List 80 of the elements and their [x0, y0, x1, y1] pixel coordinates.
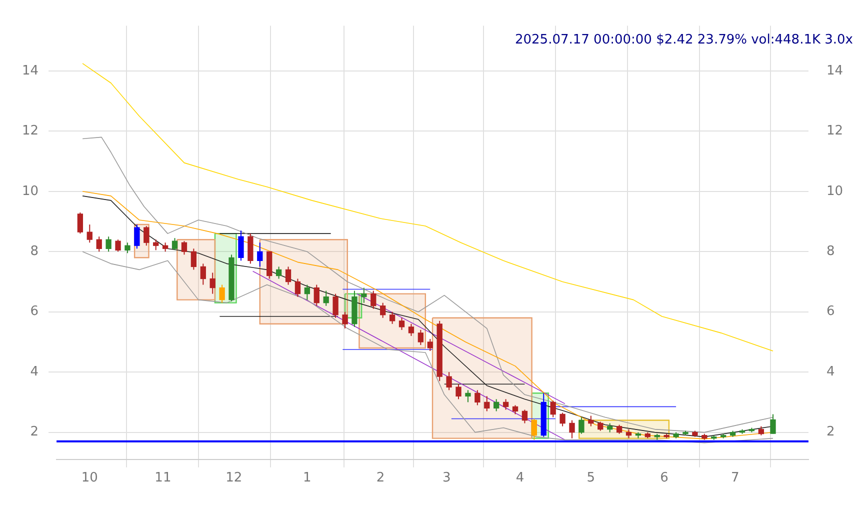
candlestick [758, 426, 764, 436]
candlestick [200, 263, 206, 286]
candlestick [153, 239, 159, 251]
candlestick [418, 329, 424, 346]
candlestick [285, 266, 292, 286]
candlestick [522, 409, 528, 424]
candlestick [626, 428, 632, 439]
candlestick [210, 272, 216, 294]
y-tick-label: 10 [22, 184, 39, 199]
candlestick [115, 239, 121, 252]
x-tick-label: 5 [586, 470, 596, 486]
candlestick [474, 390, 480, 406]
candlestick [77, 212, 84, 234]
candlestick [370, 290, 376, 310]
candlestick [588, 415, 594, 427]
candlestick [550, 400, 556, 418]
x-tick-label: 10 [81, 470, 98, 486]
y-tick-label: 4 [30, 364, 39, 380]
y2-tick-label: 12 [826, 124, 844, 139]
candlestick [134, 224, 140, 250]
y-tick-label: 6 [30, 304, 39, 320]
candlestick [219, 284, 225, 304]
candlestick [502, 398, 509, 410]
candlestick [465, 390, 471, 403]
x-tick-label: 6 [660, 470, 668, 486]
candlestick [276, 266, 282, 280]
candlestick [770, 414, 776, 434]
y2-tick-label: 4 [826, 364, 835, 380]
candlestick [408, 323, 414, 336]
candlestick [86, 224, 92, 244]
text: 2025.07.17 00:00:00 $2.42 23.79% vol:448.1K 3.0x [514, 32, 854, 48]
candlestick [294, 278, 301, 298]
x-tick-label: 11 [154, 470, 172, 486]
candlestick [578, 416, 584, 434]
candlestick [398, 317, 405, 330]
candlestick [323, 290, 329, 306]
y-tick-label: 2 [30, 424, 39, 440]
y2-tick-label: 10 [826, 184, 844, 199]
candlestick [257, 242, 263, 268]
candlestick [569, 420, 575, 439]
candlestick [560, 412, 566, 427]
candlestick [190, 248, 197, 270]
x-tick-label: 4 [516, 470, 524, 486]
candlestick [96, 236, 102, 252]
candlestick [124, 242, 130, 254]
candlestick [446, 372, 452, 391]
x-tick-label: 12 [226, 470, 242, 486]
y2-tick-label: 8 [826, 244, 835, 260]
candlestick [380, 302, 386, 318]
x-tick-label: 7 [731, 470, 740, 486]
candlestick [607, 422, 613, 433]
candlestick [456, 384, 462, 400]
candlestick [314, 284, 320, 306]
candlestick [144, 226, 150, 246]
candlestick [389, 311, 396, 324]
y-tick-label: 8 [30, 244, 39, 260]
y-tick-label: 12 [22, 124, 39, 139]
candlestick [361, 287, 367, 304]
x-tick-label: 3 [442, 470, 451, 486]
candlestick [342, 311, 348, 329]
y2-tick-label: 6 [826, 304, 835, 320]
x-tick-label: 2 [376, 470, 385, 486]
candlestick [512, 404, 518, 415]
candlestick [106, 236, 112, 252]
candlestick [484, 396, 490, 412]
candlestick [238, 230, 244, 262]
candlestick [332, 293, 338, 318]
x-tick-label: 1 [303, 470, 312, 486]
candlestick [531, 418, 538, 440]
y2-tick-label: 14 [826, 63, 844, 78]
candlestick [304, 284, 310, 300]
y2-tick-label: 2 [826, 424, 835, 440]
candlestick [172, 238, 178, 251]
candlestick [494, 398, 500, 412]
candlestick [427, 338, 433, 352]
candlestick [162, 242, 168, 252]
candlestick [181, 240, 188, 256]
candlestick [598, 421, 604, 432]
candlestick [616, 424, 622, 434]
y-tick-label: 14 [22, 63, 39, 78]
